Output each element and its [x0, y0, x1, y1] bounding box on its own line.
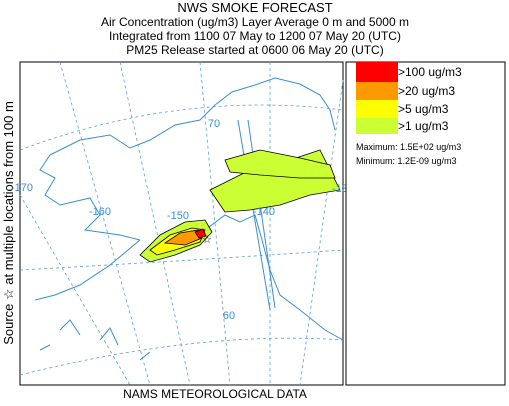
grid-label: -150 — [167, 210, 189, 222]
legend-label: >5 ug/m3 — [398, 102, 449, 116]
minimum: Minimum: 1.2E-09 ug/m3 — [356, 156, 457, 166]
side-label: Source ☆ at multiple locations from 100 … — [1, 101, 16, 345]
graticule — [19, 61, 344, 386]
grid-label: 70 — [208, 118, 220, 130]
smoke-plume: ☆ — [139, 149, 341, 263]
grid-label: -170 — [11, 182, 33, 194]
legend-swatch — [356, 82, 398, 100]
grid-label: -160 — [89, 206, 111, 218]
maximum: Maximum: 1.5E+02 ug/m3 — [356, 142, 461, 152]
legend-label: >100 ug/m3 — [398, 65, 462, 79]
grid-label: 60 — [223, 310, 235, 322]
subtitle: PM25 Release started at 0600 06 May 20 (… — [126, 43, 383, 57]
subtitle: Integrated from 1100 07 May to 1200 07 M… — [109, 29, 401, 43]
svg-text:☆: ☆ — [202, 234, 212, 246]
legend-swatch — [356, 100, 398, 118]
legend-label: >20 ug/m3 — [398, 84, 455, 98]
subtitle: Air Concentration (ug/m3) Layer Average … — [101, 15, 409, 29]
legend-swatch — [356, 62, 398, 82]
grid-label: -140 — [253, 206, 275, 218]
legend-label: >1 ug/m3 — [398, 119, 449, 133]
coastline — [34, 77, 344, 361]
footer: NAMS METEOROLOGICAL DATA — [123, 387, 307, 401]
legend-swatch — [356, 118, 398, 134]
title: NWS SMOKE FORECAST — [177, 0, 332, 15]
